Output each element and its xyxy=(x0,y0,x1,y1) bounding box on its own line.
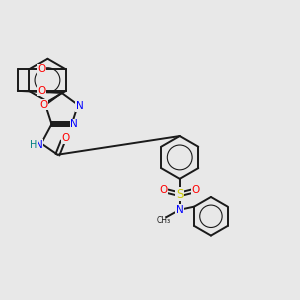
Text: S: S xyxy=(176,188,183,201)
Text: O: O xyxy=(37,64,46,74)
Text: N: N xyxy=(70,119,78,129)
Text: O: O xyxy=(160,185,168,195)
Text: O: O xyxy=(192,185,200,195)
Text: O: O xyxy=(37,86,46,96)
Text: O: O xyxy=(61,134,70,143)
Text: H: H xyxy=(30,140,38,150)
Text: CH₃: CH₃ xyxy=(157,216,171,225)
Text: N: N xyxy=(76,101,83,111)
Text: N: N xyxy=(176,205,184,215)
Text: O: O xyxy=(40,100,48,110)
Text: N: N xyxy=(35,140,43,150)
